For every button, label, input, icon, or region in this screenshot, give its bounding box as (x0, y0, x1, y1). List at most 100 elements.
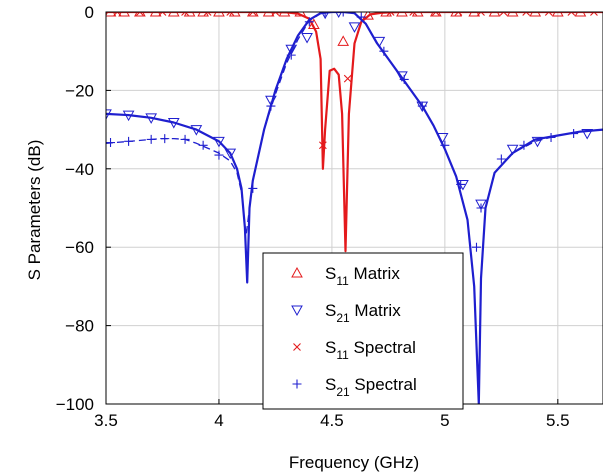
s21-matrix-marker (145, 113, 158, 124)
s21-matrix-marker (373, 36, 386, 48)
legend-entry-s21-spectral-marker (292, 379, 302, 389)
s21-matrix-marker (265, 95, 277, 107)
s11-spectral-marker (343, 74, 352, 83)
s21-matrix-marker (213, 136, 225, 148)
s11-spectral-marker (567, 12, 576, 16)
s11-spectral-marker (409, 12, 418, 16)
s21-spectral-marker (198, 140, 208, 150)
s21-spectral-marker (124, 136, 134, 146)
s11-spectral-marker (590, 12, 598, 16)
legend-entry-s11-spectral-marker (293, 343, 301, 351)
s11-spectral-marker (386, 12, 395, 16)
s21-matrix-marker (285, 44, 298, 56)
legend: S11 Matrix S21 Matrix S11 Spectral S21 Spec… (262, 252, 464, 410)
s11-matrix-marker (262, 12, 275, 17)
s11-matrix-marker (294, 12, 307, 17)
s21-spectral-marker (320, 12, 330, 17)
s11-spectral-marker (477, 12, 485, 16)
legend-entry-s21-matrix: S21 Matrix (325, 301, 401, 325)
s21-spectral-marker (338, 12, 348, 17)
legend-entry-s21-spectral: S21 Spectral (325, 375, 417, 399)
y-tick-label: −100 (56, 395, 94, 414)
s11-spectral-marker (522, 12, 531, 16)
s21-matrix-marker (122, 110, 135, 122)
s11-matrix-marker (574, 12, 587, 17)
s21-matrix-marker (321, 12, 330, 20)
x-tick-label: 5 (440, 411, 449, 430)
s11-matrix-line (106, 12, 603, 253)
s21-spectral-marker (569, 129, 579, 139)
s11-matrix-marker (380, 12, 392, 17)
s11-matrix-marker (167, 12, 180, 17)
s21-spectral-marker (106, 138, 116, 148)
y-axis-label: S Parameters (dB) (25, 140, 44, 281)
s11-spectral-marker (454, 12, 463, 16)
s21-matrix-marker (506, 144, 519, 156)
s11-matrix-marker (551, 12, 564, 17)
s21-matrix-marker (106, 109, 112, 120)
s11-matrix-marker (106, 12, 117, 17)
y-tick-label: 0 (85, 3, 94, 22)
s11-matrix-marker (278, 12, 291, 17)
y-axis: 0 −20 −40 −60 −80 −100 (56, 3, 111, 414)
s21-spectral-marker (519, 140, 529, 150)
x-tick-label: 4.5 (320, 411, 344, 430)
s11-matrix-marker (468, 12, 481, 17)
s11-matrix-marker (429, 12, 442, 17)
s21-matrix-marker (581, 129, 594, 140)
s21-spectral-marker (304, 17, 314, 27)
s21-matrix-marker (167, 118, 180, 129)
y-tick-label: −60 (65, 238, 94, 257)
s21-spectral-marker (160, 134, 170, 144)
s11-matrix-marker (213, 12, 225, 17)
s21-spectral-marker (417, 101, 427, 111)
legend-entry-s11-matrix-marker (291, 266, 303, 278)
s21-matrix-marker (190, 125, 203, 136)
s21-spectral-marker (146, 134, 156, 144)
s21-spectral-marker (379, 46, 389, 56)
s21-spectral-marker (440, 140, 450, 150)
x-tick-label: 3.5 (94, 411, 118, 430)
legend-entry-s11-spectral: S11 Spectral (325, 338, 416, 362)
s21-spectral-marker (356, 12, 366, 22)
s11-spectral-marker (248, 12, 257, 16)
s21-matrix-marker (531, 136, 544, 148)
s11-spectral-marker (158, 12, 167, 16)
s11-spectral-marker (181, 12, 189, 16)
s21-matrix-marker (436, 132, 449, 144)
s21-spectral-marker (546, 132, 556, 142)
s21-spectral-marker (248, 183, 258, 193)
y-tick-label: −80 (65, 317, 94, 336)
s11-matrix-marker (506, 12, 519, 17)
x-axis-label: Frequency (GHz) (289, 453, 419, 472)
y-tick-label: −20 (65, 81, 94, 100)
s11-spectral-marker (135, 12, 144, 16)
s11-matrix-marker (362, 12, 374, 20)
s11-matrix-marker (396, 12, 408, 17)
s21-spectral-marker (476, 203, 486, 213)
s11-spectral-marker (271, 12, 280, 16)
s11-spectral-marker (431, 12, 440, 16)
x-tick-label: 4 (214, 411, 223, 430)
s21-spectral-marker (471, 242, 481, 252)
s21-matrix-marker (348, 22, 361, 33)
y-tick-label: −40 (65, 160, 94, 179)
x-tick-label: 5.5 (546, 411, 570, 430)
s21-spectral-marker (496, 154, 506, 164)
s21-spectral-marker (456, 179, 466, 189)
s11-spectral-marker (318, 141, 327, 150)
s21-spectral-marker (266, 101, 276, 111)
s11-matrix-marker (183, 12, 196, 17)
markers (106, 12, 598, 252)
s11-spectral-marker (544, 12, 553, 16)
s21-spectral-marker (286, 50, 296, 60)
s11-matrix-marker (411, 12, 424, 17)
s21-matrix-marker (224, 148, 237, 160)
s21-matrix-marker (475, 199, 487, 211)
s11-matrix-marker (197, 12, 209, 17)
s11-matrix-marker (337, 35, 350, 46)
s11-matrix-marker (488, 12, 501, 17)
s11-spectral-marker (226, 12, 235, 16)
s11-matrix-marker (118, 12, 130, 17)
